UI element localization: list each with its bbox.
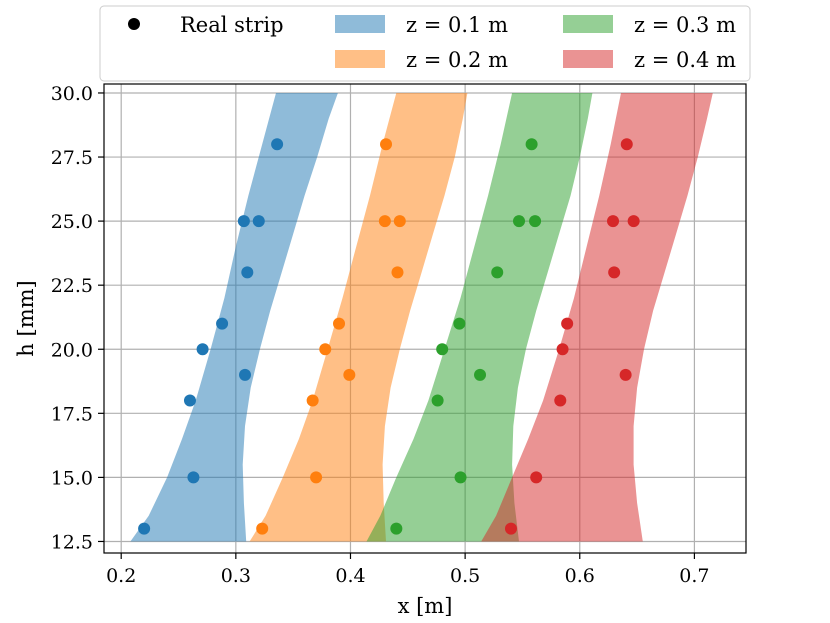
legend-swatch-z04 [563,50,613,68]
y-tick-label-5: 25.0 [51,211,93,233]
data-point-s2-8 [454,471,467,484]
band-area-3 [481,93,713,542]
legend-swatch-z03 [563,15,613,33]
plot-frame [103,83,747,554]
data-point-s2-4 [453,317,466,330]
data-point-s3-3 [608,266,621,279]
data-point-s2-5 [436,343,449,356]
data-point-s3-7 [554,394,567,407]
data-point-s0-3 [241,266,254,279]
data-point-s0-6 [239,368,252,381]
data-point-s0-8 [187,471,200,484]
y-tick-label-4: 22.5 [51,275,93,297]
data-point-s3-0 [620,138,633,151]
scatter-points [138,138,640,535]
legend-label-z02: z = 0.2 m [406,48,508,72]
data-point-s3-1 [607,215,620,228]
data-point-s3-6 [619,368,632,381]
legend-real-strip-label: Real strip [180,13,284,37]
band-areas [130,93,713,542]
data-point-s0-5 [196,343,209,356]
y-tick-label-7: 30.0 [51,83,93,105]
y-tick-label-3: 20.0 [51,339,93,361]
data-point-s2-9 [390,522,403,535]
y-tick-label-0: 12.5 [51,531,93,553]
legend: Real strip z = 0.1 m z = 0.2 m z = 0.3 m… [99,5,751,82]
data-point-s1-4 [333,317,346,330]
data-point-s1-1 [378,215,391,228]
y-tick-label-6: 27.5 [51,147,93,169]
data-point-s2-3 [491,266,504,279]
data-point-s2-6 [474,368,487,381]
legend-swatch-z01 [335,15,385,33]
x-axis-ticks: 0.2 0.3 0.4 0.5 0.6 0.7 [106,553,710,587]
x-tick-label-5: 0.7 [679,565,709,587]
legend-real-strip-marker [128,18,140,30]
data-point-s1-3 [391,266,404,279]
band-area-0 [130,93,338,542]
data-point-s1-9 [256,522,269,535]
y-axis-label: h [mm] [14,280,38,356]
band-area-1 [249,93,468,542]
data-point-s0-9 [138,522,151,535]
data-point-s2-2 [529,215,542,228]
data-point-s3-2 [627,215,640,228]
band-area-2 [366,93,593,542]
data-point-s3-5 [556,343,569,356]
x-tick-label-4: 0.6 [565,565,595,587]
x-tick-label-3: 0.5 [450,565,480,587]
x-tick-label-0: 0.2 [106,565,136,587]
x-tick-label-1: 0.3 [221,565,251,587]
x-axis-label: x [m] [398,594,453,618]
y-axis-ticks: 12.5 15.0 17.5 20.0 22.5 25.0 27.5 30.0 [51,83,104,553]
data-point-s3-8 [530,471,543,484]
data-point-s1-0 [380,138,393,151]
data-point-s1-2 [393,215,406,228]
data-point-s3-9 [504,522,517,535]
data-point-s2-1 [513,215,526,228]
data-point-s1-5 [319,343,332,356]
data-point-s0-7 [183,394,196,407]
data-point-s0-1 [237,215,250,228]
data-point-s1-7 [306,394,319,407]
x-tick-label-2: 0.4 [335,565,365,587]
y-tick-label-2: 17.5 [51,403,93,425]
data-point-s0-2 [252,215,265,228]
data-point-s3-4 [561,317,574,330]
legend-swatch-z02 [335,50,385,68]
legend-label-z01: z = 0.1 m [406,13,508,37]
data-point-s0-0 [271,138,284,151]
y-tick-label-1: 15.0 [51,467,93,489]
data-point-s1-6 [343,368,356,381]
data-point-s2-7 [431,394,444,407]
data-point-s2-0 [525,138,538,151]
legend-label-z04: z = 0.4 m [634,48,736,72]
data-point-s0-4 [216,317,229,330]
legend-label-z03: z = 0.3 m [634,13,736,37]
data-point-s1-8 [310,471,323,484]
